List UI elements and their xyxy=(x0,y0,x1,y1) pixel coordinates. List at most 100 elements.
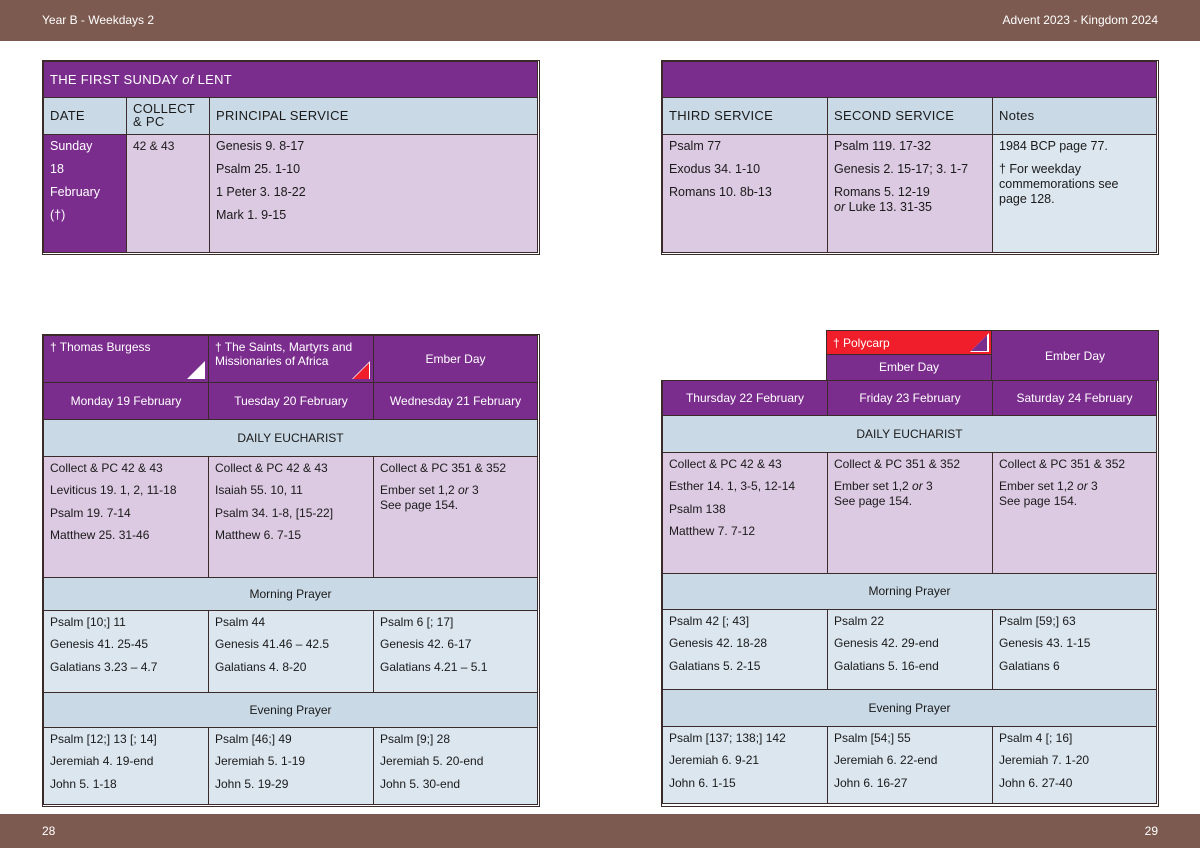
ember-set: Ember set 1,2 or 3 xyxy=(380,483,531,497)
reading: Genesis 2. 15-17; 3. 1-7 xyxy=(834,162,969,176)
header-right-title: Advent 2023 - Kingdom 2024 xyxy=(1002,13,1158,27)
or-word: or xyxy=(1077,479,1088,494)
reading: Psalm 6 [; 17] xyxy=(380,615,454,629)
reading: Genesis 41.46 – 42.5 xyxy=(215,637,330,652)
evening-prayer-label: Evening Prayer xyxy=(43,692,538,728)
page-number-right: 29 xyxy=(1144,824,1158,838)
eucharist-friday: Collect & PC 351 & 352 Ember set 1,2 or … xyxy=(827,452,993,574)
eucharist-monday: Collect & PC 42 & 43 Leviticus 19. 1, 2,… xyxy=(43,456,209,578)
reading: John 6. 1-15 xyxy=(669,775,736,790)
sunday-title: THE FIRST SUNDAY of LENT xyxy=(43,61,538,98)
date-line: (†) xyxy=(50,208,66,222)
reading: Psalm [137; 138;] 142 xyxy=(669,731,786,745)
reading: Jeremiah 6. 22-end xyxy=(834,753,938,768)
collect-header-line1: COLLECT xyxy=(133,101,196,116)
reading: Esther 14. 1, 3-5, 12-14 xyxy=(669,479,796,494)
reading: Exodus 34. 1-10 xyxy=(669,162,761,176)
ember-text: Ember set 1,2 xyxy=(834,479,913,494)
reading: Psalm 44 xyxy=(215,615,266,629)
day-friday: Friday 23 February xyxy=(827,380,993,416)
reading: Psalm [10;] 11 xyxy=(50,615,126,629)
sunday-principal-cell: Genesis 9. 8-17 Psalm 25. 1-10 1 Peter 3… xyxy=(209,134,538,253)
or-word: or xyxy=(458,483,469,498)
reading: Leviticus 19. 1, 2, 11-18 xyxy=(50,483,177,498)
sunday-collect-cell: 42 & 43 xyxy=(126,134,210,253)
reading: Psalm 22 xyxy=(834,614,885,628)
column-third-header: THIRD SERVICE xyxy=(662,97,828,135)
triangle-flag-icon xyxy=(187,361,205,379)
ember-see-page: See page 154. xyxy=(999,493,1078,508)
reading: Genesis 42. 6-17 xyxy=(380,637,472,652)
date-line: Sunday xyxy=(50,139,93,153)
ember-set: Ember set 1,2 or 3 xyxy=(834,479,986,493)
commemoration-polycarp: † Polycarp xyxy=(826,330,992,355)
saturday-ember-day: Ember Day xyxy=(991,330,1159,381)
eucharist-wednesday: Collect & PC 351 & 352 Ember set 1,2 or … xyxy=(373,456,538,578)
evening-friday: Psalm [54;] 55 Jeremiah 6. 22-end John 6… xyxy=(827,726,993,804)
note: 1984 BCP page 77. xyxy=(999,139,1108,153)
day-monday: Monday 19 February xyxy=(43,382,209,420)
reading: John 6. 27-40 xyxy=(999,775,1073,790)
reading: Collect & PC 351 & 352 xyxy=(834,457,961,471)
reading-alternative: or Luke 13. 31-35 xyxy=(834,200,986,215)
reading: Galatians 4. 8-20 xyxy=(215,659,307,674)
or-word: or xyxy=(912,479,923,494)
day-wednesday: Wednesday 21 February xyxy=(373,382,538,420)
sunday-date-cell: Sunday 18 February (†) xyxy=(43,134,127,253)
reading: Psalm 19. 7-14 xyxy=(50,505,131,520)
ember-text: 3 xyxy=(1087,479,1098,494)
morning-saturday: Psalm [59;] 63 Genesis 43. 1-15 Galatian… xyxy=(992,609,1157,690)
commemoration-text: † Thomas Burgess xyxy=(50,340,151,354)
weekdays-left-table: † Thomas Burgess † The Saints, Martyrs a… xyxy=(42,334,540,807)
reading: Psalm 42 [; 43] xyxy=(669,614,750,628)
reading: Genesis 43. 1-15 xyxy=(999,636,1091,651)
commemoration-text: † Polycarp xyxy=(833,336,890,350)
sunday-title-suffix: LENT xyxy=(193,71,233,87)
reading: Psalm 34. 1-8, [15-22] xyxy=(215,505,334,520)
daily-eucharist-label: DAILY EUCHARIST xyxy=(662,415,1157,453)
triangle-flag-purple-icon xyxy=(971,335,987,351)
evening-thursday: Psalm [137; 138;] 142 Jeremiah 6. 9-21 J… xyxy=(662,726,828,804)
reading: Matthew 7. 7-12 xyxy=(669,524,756,539)
commemoration-monday: † Thomas Burgess xyxy=(43,335,209,383)
column-second-header: SECOND SERVICE xyxy=(827,97,993,135)
column-date-header: DATE xyxy=(43,97,127,135)
reading: Galatians 5. 2-15 xyxy=(669,658,761,673)
morning-friday: Psalm 22 Genesis 42. 29-end Galatians 5.… xyxy=(827,609,993,690)
commemoration-tuesday: † The Saints, Martyrs and Missionaries o… xyxy=(208,335,374,383)
ember-see-page: See page 154. xyxy=(834,493,913,508)
reading: John 5. 30-end xyxy=(380,776,461,791)
reading: Jeremiah 5. 1-19 xyxy=(215,754,306,769)
reading: Jeremiah 5. 20-end xyxy=(380,754,484,769)
column-notes-header: Notes xyxy=(992,97,1157,135)
reading: Psalm [9;] 28 xyxy=(380,732,451,746)
morning-thursday: Psalm 42 [; 43] Genesis 42. 18-28 Galati… xyxy=(662,609,828,690)
reading: Psalm [54;] 55 xyxy=(834,731,911,745)
reading: Genesis 41. 25-45 xyxy=(50,637,149,652)
reading: Collect & PC 351 & 352 xyxy=(380,461,507,475)
eucharist-thursday: Collect & PC 42 & 43 Esther 14. 1, 3-5, … xyxy=(662,452,828,574)
reading: Psalm [12;] 13 [; 14] xyxy=(50,732,157,746)
note: † For weekday commemorations see page 12… xyxy=(999,162,1119,206)
reading: Genesis 42. 29-end xyxy=(834,636,939,651)
collect-value: 42 & 43 xyxy=(133,139,175,153)
column-principal-header: PRINCIPAL SERVICE xyxy=(209,97,538,135)
daily-eucharist-label: DAILY EUCHARIST xyxy=(43,419,538,457)
reading: Romans 10. 8b-13 xyxy=(669,185,772,199)
reading: Psalm 25. 1-10 xyxy=(216,162,301,176)
sunday-third-cell: Psalm 77 Exodus 34. 1-10 Romans 10. 8b-1… xyxy=(662,134,828,253)
date-line: 18 xyxy=(50,162,64,176)
reading: Psalm 77 xyxy=(669,139,722,153)
reading: Psalm 4 [; 16] xyxy=(999,731,1073,745)
reading: Psalm [59;] 63 xyxy=(999,614,1076,628)
reading: Galatians 4.21 – 5.1 xyxy=(380,659,488,674)
reading: John 6. 16-27 xyxy=(834,775,908,790)
morning-prayer-label: Morning Prayer xyxy=(43,577,538,611)
eucharist-saturday: Collect & PC 351 & 352 Ember set 1,2 or … xyxy=(992,452,1157,574)
day-thursday: Thursday 22 February xyxy=(662,380,828,416)
reading: Collect & PC 351 & 352 xyxy=(999,457,1126,471)
sunday-title-band xyxy=(662,61,1157,98)
ember-see-page: See page 154. xyxy=(380,497,459,512)
reading: Collect & PC 42 & 43 xyxy=(50,461,163,475)
day-saturday: Saturday 24 February xyxy=(992,380,1157,416)
